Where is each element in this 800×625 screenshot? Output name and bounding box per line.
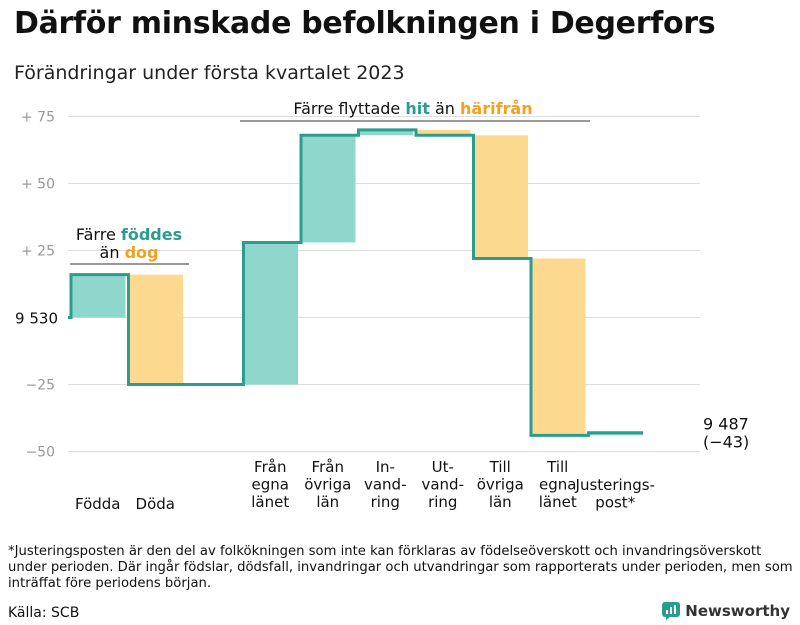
footnote: *Justeringsposten är den del av folkökni… xyxy=(8,544,793,591)
bar-9 xyxy=(531,258,586,436)
annotation-births-line1: Färre föddes xyxy=(76,225,182,244)
category-label: Till xyxy=(546,458,568,476)
category-label: Från xyxy=(254,458,286,476)
bar-8 xyxy=(473,135,528,259)
brand-logo[interactable]: Newsworthy xyxy=(662,602,790,620)
annotation-births-line2: än dog xyxy=(100,243,159,262)
category-label: Ut- xyxy=(432,458,454,476)
cumulative-step-line xyxy=(68,128,643,437)
bar-5 xyxy=(301,135,356,243)
category-label: Justerings- xyxy=(575,476,655,494)
category-label: egna xyxy=(539,476,576,494)
category-label: län xyxy=(489,493,512,511)
start-value-label: 9 530 xyxy=(15,310,58,328)
category-label: Från xyxy=(312,458,344,476)
y-tick-label: −50 xyxy=(25,445,55,461)
category-label: övriga xyxy=(304,476,351,494)
bar-2 xyxy=(128,274,183,385)
category-label: länet xyxy=(251,493,289,511)
y-tick-label: −25 xyxy=(25,378,55,394)
bar-4 xyxy=(243,242,298,385)
category-label: egna xyxy=(252,476,289,494)
category-label: Till xyxy=(489,458,511,476)
bar-6 xyxy=(358,129,413,136)
annotation-moves: Färre flyttade hit än härifrån xyxy=(293,99,532,118)
category-label: Födda xyxy=(75,495,121,513)
category-label: länet xyxy=(539,493,577,511)
category-label: Döda xyxy=(136,495,175,513)
brand-name: Newsworthy xyxy=(685,602,790,620)
newsworthy-icon xyxy=(662,602,681,620)
category-label: vand- xyxy=(364,476,407,494)
end-change-label: (−43) xyxy=(703,433,749,452)
category-label: övriga xyxy=(477,476,524,494)
bar-1 xyxy=(71,274,126,318)
category-label: In- xyxy=(376,458,395,476)
end-value-label: 9 487 xyxy=(703,415,749,434)
category-label: ring xyxy=(428,493,457,511)
y-tick-label: + 75 xyxy=(21,110,55,126)
category-label: ring xyxy=(371,493,400,511)
y-tick-label: + 25 xyxy=(21,244,55,260)
chart-subtitle: Förändringar under första kvartalet 2023 xyxy=(14,62,405,84)
source: Källa: SCB xyxy=(8,605,80,621)
category-label: vand- xyxy=(421,476,464,494)
chart-title: Därför minskade befolkningen i Degerfors xyxy=(14,6,716,41)
category-label: post* xyxy=(595,494,635,512)
bar-7 xyxy=(416,129,471,136)
y-tick-label: + 50 xyxy=(21,177,55,193)
category-label: län xyxy=(316,493,339,511)
